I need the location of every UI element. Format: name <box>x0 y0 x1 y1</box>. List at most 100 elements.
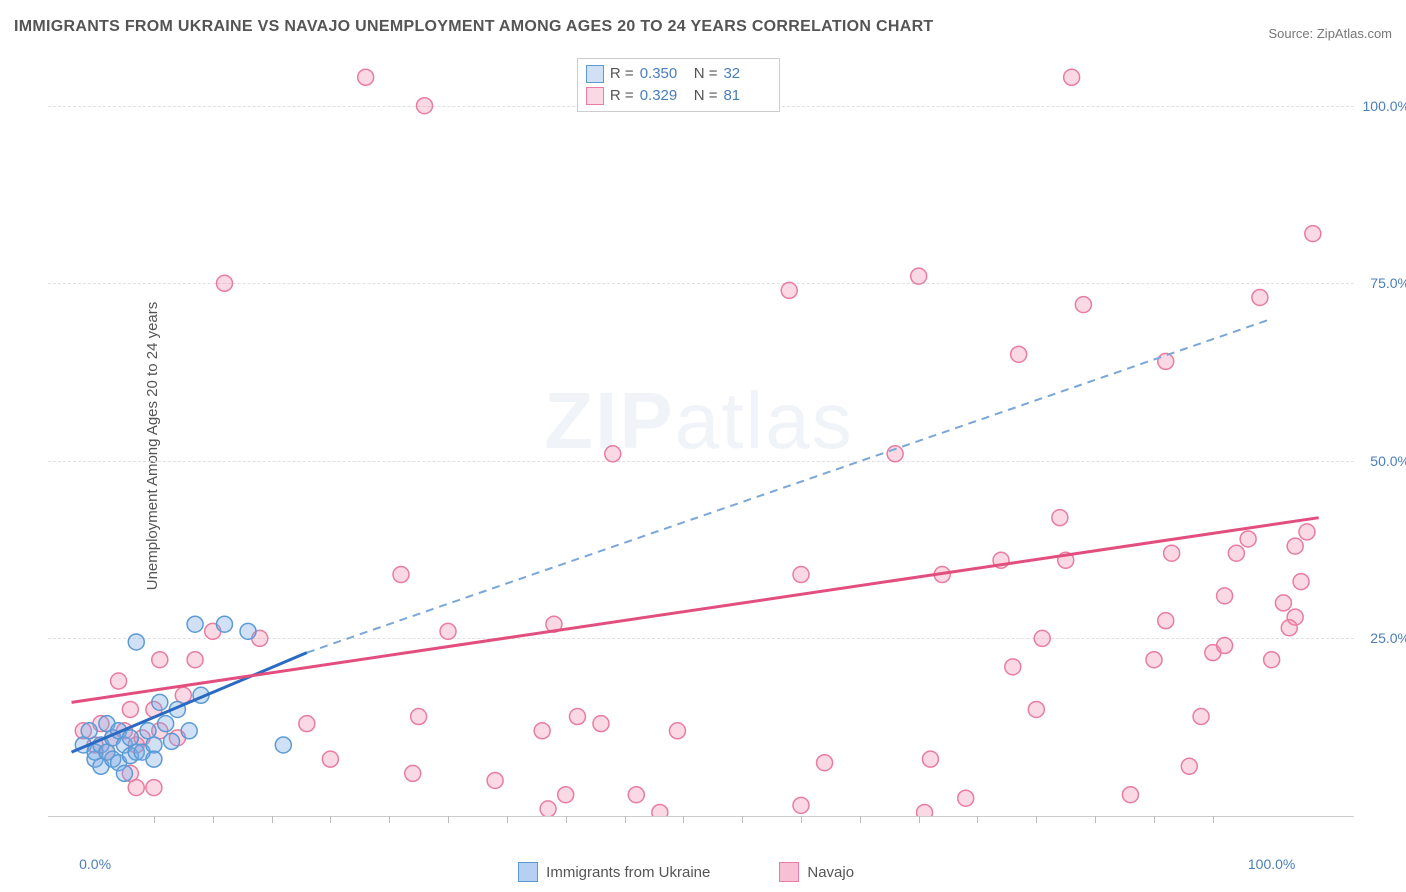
legend-item-navajo: Navajo <box>779 862 854 882</box>
data-point <box>1287 538 1303 554</box>
data-point <box>917 804 933 816</box>
stats-legend: R = 0.350 N = 32 R = 0.329 N = 81 <box>577 58 781 112</box>
stats-row: R = 0.350 N = 32 <box>586 63 772 85</box>
data-point <box>1299 524 1315 540</box>
data-point <box>128 780 144 796</box>
stats-row: R = 0.329 N = 81 <box>586 85 772 107</box>
data-point <box>1181 758 1197 774</box>
plot-area: 25.0%50.0%75.0%100.0%0.0%100.0% R = 0.35… <box>48 56 1354 816</box>
n-value: 32 <box>723 65 771 82</box>
data-point <box>81 723 97 739</box>
data-point <box>417 98 433 114</box>
r-label: R = <box>610 87 634 104</box>
data-point <box>322 751 338 767</box>
y-tick-label: 25.0% <box>1370 630 1406 646</box>
data-point <box>187 616 203 632</box>
data-point <box>128 634 144 650</box>
data-point <box>1252 289 1268 305</box>
data-point <box>111 673 127 689</box>
legend-item-ukraine: Immigrants from Ukraine <box>518 862 710 882</box>
data-point <box>1158 613 1174 629</box>
x-minor-tick <box>1095 816 1096 823</box>
data-point <box>669 723 685 739</box>
trendline <box>72 518 1319 703</box>
data-point <box>1034 630 1050 646</box>
data-point <box>393 567 409 583</box>
x-tick-label: 0.0% <box>79 856 111 872</box>
data-point <box>240 623 256 639</box>
r-label: R = <box>610 65 634 82</box>
x-minor-tick <box>330 816 331 823</box>
data-point <box>569 709 585 725</box>
data-point <box>1293 574 1309 590</box>
data-point <box>411 709 427 725</box>
data-point <box>793 797 809 813</box>
x-minor-tick <box>272 816 273 823</box>
data-point <box>911 268 927 284</box>
x-minor-tick <box>683 816 684 823</box>
data-point <box>1158 353 1174 369</box>
data-point <box>1122 787 1138 803</box>
data-point <box>275 737 291 753</box>
data-point <box>534 723 550 739</box>
data-point <box>158 716 174 732</box>
x-minor-tick <box>801 816 802 823</box>
data-point <box>1264 652 1280 668</box>
data-point <box>652 804 668 816</box>
data-point <box>793 567 809 583</box>
x-minor-tick <box>742 816 743 823</box>
data-point <box>922 751 938 767</box>
r-value: 0.350 <box>640 65 688 82</box>
legend-label: Immigrants from Ukraine <box>546 864 710 881</box>
data-point <box>487 772 503 788</box>
x-minor-tick <box>1154 816 1155 823</box>
data-point <box>299 716 315 732</box>
y-tick-label: 75.0% <box>1370 275 1406 291</box>
x-minor-tick <box>625 816 626 823</box>
scatter-svg <box>48 56 1354 816</box>
data-point <box>593 716 609 732</box>
data-point <box>1146 652 1162 668</box>
data-point <box>216 275 232 291</box>
data-point <box>628 787 644 803</box>
data-point <box>1064 69 1080 85</box>
data-point <box>1011 346 1027 362</box>
data-point <box>216 616 232 632</box>
x-minor-tick <box>448 816 449 823</box>
data-point <box>1287 609 1303 625</box>
data-point <box>817 755 833 771</box>
chart-title: IMMIGRANTS FROM UKRAINE VS NAVAJO UNEMPL… <box>14 18 934 36</box>
data-point <box>146 780 162 796</box>
data-point <box>122 701 138 717</box>
data-point <box>1164 545 1180 561</box>
data-point <box>1193 709 1209 725</box>
data-point <box>164 733 180 749</box>
data-point <box>781 282 797 298</box>
x-minor-tick <box>919 816 920 823</box>
data-point <box>605 446 621 462</box>
swatch-icon <box>586 65 604 83</box>
y-tick-label: 100.0% <box>1363 98 1406 114</box>
y-tick-label: 50.0% <box>1370 453 1406 469</box>
r-value: 0.329 <box>640 87 688 104</box>
x-minor-tick <box>213 816 214 823</box>
data-point <box>181 723 197 739</box>
data-point <box>187 652 203 668</box>
axis-baseline <box>48 816 1354 817</box>
x-minor-tick <box>977 816 978 823</box>
data-point <box>1228 545 1244 561</box>
data-point <box>1028 701 1044 717</box>
n-value: 81 <box>723 87 771 104</box>
data-point <box>1005 659 1021 675</box>
trendline-extrapolated <box>307 319 1272 653</box>
swatch-icon <box>518 862 538 882</box>
data-point <box>1075 297 1091 313</box>
data-point <box>1052 510 1068 526</box>
x-minor-tick <box>1213 816 1214 823</box>
data-point <box>1217 638 1233 654</box>
swatch-icon <box>779 862 799 882</box>
data-point <box>958 790 974 806</box>
n-label: N = <box>694 87 718 104</box>
data-point <box>152 652 168 668</box>
data-point <box>358 69 374 85</box>
